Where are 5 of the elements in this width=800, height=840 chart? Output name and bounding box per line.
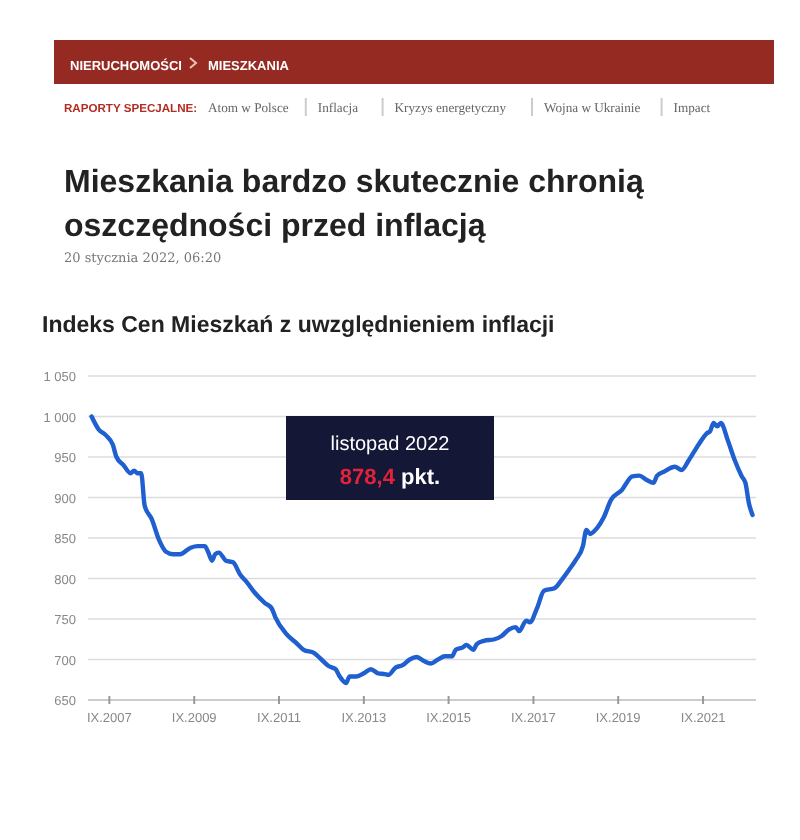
- annotation: listopad 2022: [330, 434, 451, 456]
- annotation: 878,4 pkt.: [339, 466, 441, 490]
- chart-title: Mieszkania bardzo skutecznie chronią oszczędności przed inflacją: [64, 166, 644, 244]
- line-series: [89, 414, 755, 686]
- chart-subtitle: Indeks Cen Mieszkań z uwzględnieniem inflacji: [42, 314, 555, 338]
